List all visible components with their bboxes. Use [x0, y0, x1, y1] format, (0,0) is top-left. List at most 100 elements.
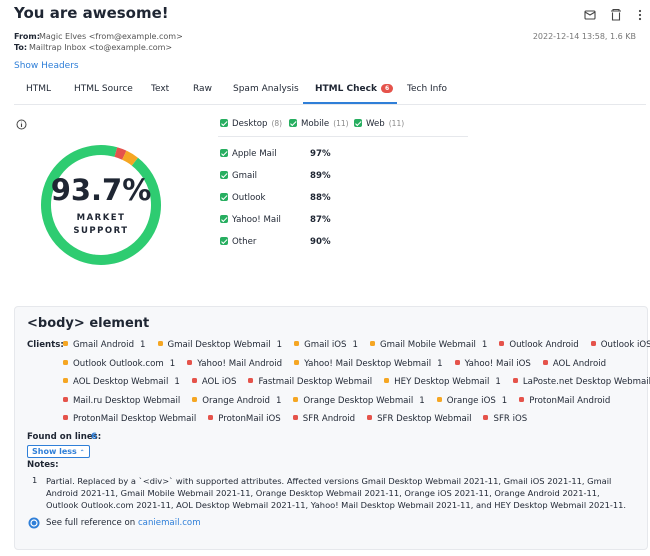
client-name: ProtonMail Desktop Webmail — [73, 414, 197, 424]
element-panel — [14, 306, 648, 550]
tab-badge: 6 — [380, 84, 394, 93]
delete-icon[interactable] — [611, 8, 621, 21]
tab[interactable]: HTML — [26, 84, 51, 94]
client: LaPoste.net Desktop Webmail — [512, 377, 650, 387]
client-name: ProtonMail Android — [529, 396, 611, 406]
status-dot — [63, 415, 68, 420]
client: Fastmail Desktop Webmail — [248, 377, 372, 387]
client-name: Fastmail Desktop Webmail — [258, 377, 373, 387]
checkbox[interactable] — [220, 171, 228, 179]
status-dot — [454, 360, 460, 365]
client-name: Outlook Android — [509, 340, 579, 350]
client: Yahoo! Mail Desktop Webmail 1 — [294, 359, 443, 369]
filter[interactable]: Desktop (8) — [220, 119, 282, 129]
tab-label[interactable]: Tech Info — [407, 84, 448, 94]
filter[interactable]: Mobile (11) — [289, 119, 349, 129]
tab-label[interactable]: HTML — [26, 84, 52, 94]
client-row: Outlook Outlook.com 1 Yahoo! Mail Android Y… — [63, 359, 606, 369]
filter[interactable]: Web (11) — [354, 119, 404, 129]
ring-segment — [41, 145, 161, 265]
status-dot — [293, 397, 299, 402]
reference: See full reference on caniemail.com — [46, 518, 201, 528]
tab-label[interactable]: Spam Analysis — [233, 84, 299, 94]
show-less-button[interactable]: Show less ⌃ — [27, 445, 90, 458]
tab[interactable]: HTML Source — [74, 84, 133, 94]
client: Gmail Desktop Webmail 1 — [157, 340, 282, 350]
checkbox[interactable] — [289, 119, 297, 127]
client: SFR Desktop Webmail — [367, 414, 471, 424]
caniemail-icon — [28, 517, 40, 529]
tab-label[interactable]: HTML Check — [315, 84, 377, 94]
filter-label[interactable]: Web — [366, 119, 385, 129]
client-name: SFR Android — [302, 414, 356, 424]
found-lines[interactable]: 6 — [91, 432, 97, 442]
tab-label[interactable]: HTML Source — [74, 84, 133, 94]
filter-label[interactable]: Desktop — [232, 119, 268, 129]
status-dot — [369, 341, 375, 346]
client-name: Gmail Mobile Webmail — [379, 340, 476, 350]
tab-underline — [303, 102, 397, 104]
show-headers[interactable]: Show Headers — [14, 61, 79, 71]
client-name: Yahoo! Mail iOS — [464, 359, 531, 369]
status-dot — [248, 378, 254, 383]
client-name: SFR Desktop Webmail — [377, 414, 472, 424]
note-ref: 1 — [437, 359, 443, 369]
support-label: MARKET — [76, 213, 126, 223]
toolbar-icons — [584, 8, 642, 21]
market-support-ring — [41, 145, 161, 265]
info-icon[interactable] — [16, 119, 27, 130]
note-ref: 1 — [140, 340, 146, 350]
checkbox[interactable] — [220, 215, 228, 223]
tab[interactable]: HTML Check 6 — [315, 84, 394, 94]
reference-text: See full reference on — [46, 518, 136, 528]
client-name: Gmail Desktop Webmail — [167, 340, 271, 350]
client-name: LaPoste.net Desktop Webmail — [522, 377, 650, 387]
client-name: Gmail — [232, 171, 258, 181]
checkbox[interactable] — [220, 193, 228, 201]
from: Magic Elves <from@example.com> — [39, 32, 183, 41]
more-icon[interactable] — [638, 9, 642, 21]
note-ref: 1 — [352, 340, 358, 350]
show-less[interactable]: Show less — [32, 447, 77, 456]
client-name: Orange Android — [202, 396, 270, 406]
client: Gmail Mobile Webmail 1 — [369, 340, 487, 350]
client-row: ProtonMail Desktop Webmail ProtonMail iOS… — [63, 414, 527, 424]
client-name: Apple Mail — [232, 149, 277, 159]
client: AOL Android — [542, 359, 606, 369]
checkbox[interactable] — [220, 149, 228, 157]
status-dot — [187, 360, 193, 365]
divider — [218, 136, 468, 137]
filter-label[interactable]: Mobile — [301, 119, 330, 129]
checkbox[interactable] — [220, 237, 228, 245]
note-number: 1 — [32, 475, 38, 485]
reference-link[interactable]: caniemail.com — [137, 518, 201, 528]
note-ref: 1 — [495, 377, 501, 387]
client-support-row: Other — [220, 237, 256, 247]
status-dot — [542, 360, 548, 365]
status-dot — [367, 415, 373, 420]
status-dot — [157, 341, 163, 346]
forward-icon[interactable] — [584, 10, 596, 20]
filter-count: (11) — [388, 119, 405, 128]
support-percent: 93.7% — [50, 173, 152, 207]
found-label: Found on lines: — [27, 432, 102, 442]
checkbox[interactable] — [354, 119, 362, 127]
client: Orange Android 1 — [192, 396, 281, 406]
client-name: Yahoo! Mail Android — [197, 359, 283, 369]
status-dot — [384, 378, 390, 383]
note-ref: 1 — [419, 396, 425, 406]
tab-label[interactable]: Raw — [193, 84, 212, 94]
checkbox[interactable] — [220, 119, 228, 127]
status-dot — [292, 415, 298, 420]
tab[interactable]: Raw — [193, 84, 212, 94]
status-dot — [192, 397, 198, 402]
client: Outlook Outlook.com 1 — [63, 359, 175, 369]
to-label: To: — [14, 43, 28, 52]
tab[interactable]: Text — [151, 84, 169, 94]
tab[interactable]: Spam Analysis — [233, 84, 299, 94]
tab-label[interactable]: Text — [151, 84, 170, 94]
client: Orange iOS 1 — [436, 396, 507, 406]
tab[interactable]: Tech Info — [407, 84, 447, 94]
client-row: Gmail Android 1 Gmail Desktop Webmail 1 Gmai… — [63, 340, 650, 350]
client-support-row: Gmail — [220, 171, 257, 181]
